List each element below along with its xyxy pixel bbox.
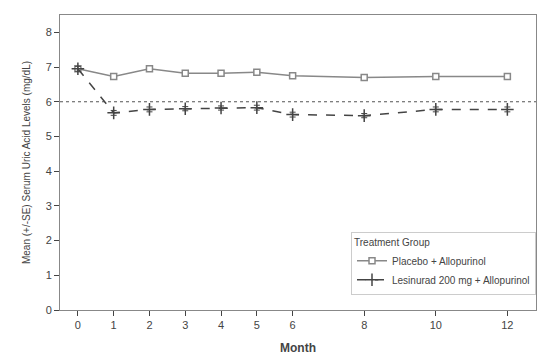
svg-text:0: 0 <box>46 304 52 316</box>
svg-text:8: 8 <box>361 319 367 331</box>
svg-text:6: 6 <box>290 319 296 331</box>
svg-text:1: 1 <box>111 319 117 331</box>
svg-text:8: 8 <box>46 26 52 38</box>
svg-text:Placebo + Allopurinol: Placebo + Allopurinol <box>392 256 486 267</box>
svg-text:7: 7 <box>46 61 52 73</box>
svg-text:6: 6 <box>46 96 52 108</box>
svg-text:Month: Month <box>280 341 316 355</box>
svg-text:3: 3 <box>182 319 188 331</box>
svg-text:12: 12 <box>501 319 513 331</box>
svg-text:Treatment Group: Treatment Group <box>354 237 430 248</box>
svg-text:Lesinurad 200 mg + Allopurinol: Lesinurad 200 mg + Allopurinol <box>392 275 530 286</box>
svg-text:5: 5 <box>46 130 52 142</box>
svg-text:5: 5 <box>254 319 260 331</box>
svg-text:4: 4 <box>46 165 52 177</box>
svg-text:2: 2 <box>46 234 52 246</box>
svg-text:1: 1 <box>46 269 52 281</box>
svg-text:3: 3 <box>46 200 52 212</box>
svg-text:10: 10 <box>430 319 442 331</box>
svg-text:2: 2 <box>146 319 152 331</box>
svg-text:Mean (+/-SE) Serum Uric Acid L: Mean (+/-SE) Serum Uric Acid Levels (mg/… <box>21 61 32 264</box>
svg-text:4: 4 <box>218 319 224 331</box>
svg-text:0: 0 <box>75 319 81 331</box>
